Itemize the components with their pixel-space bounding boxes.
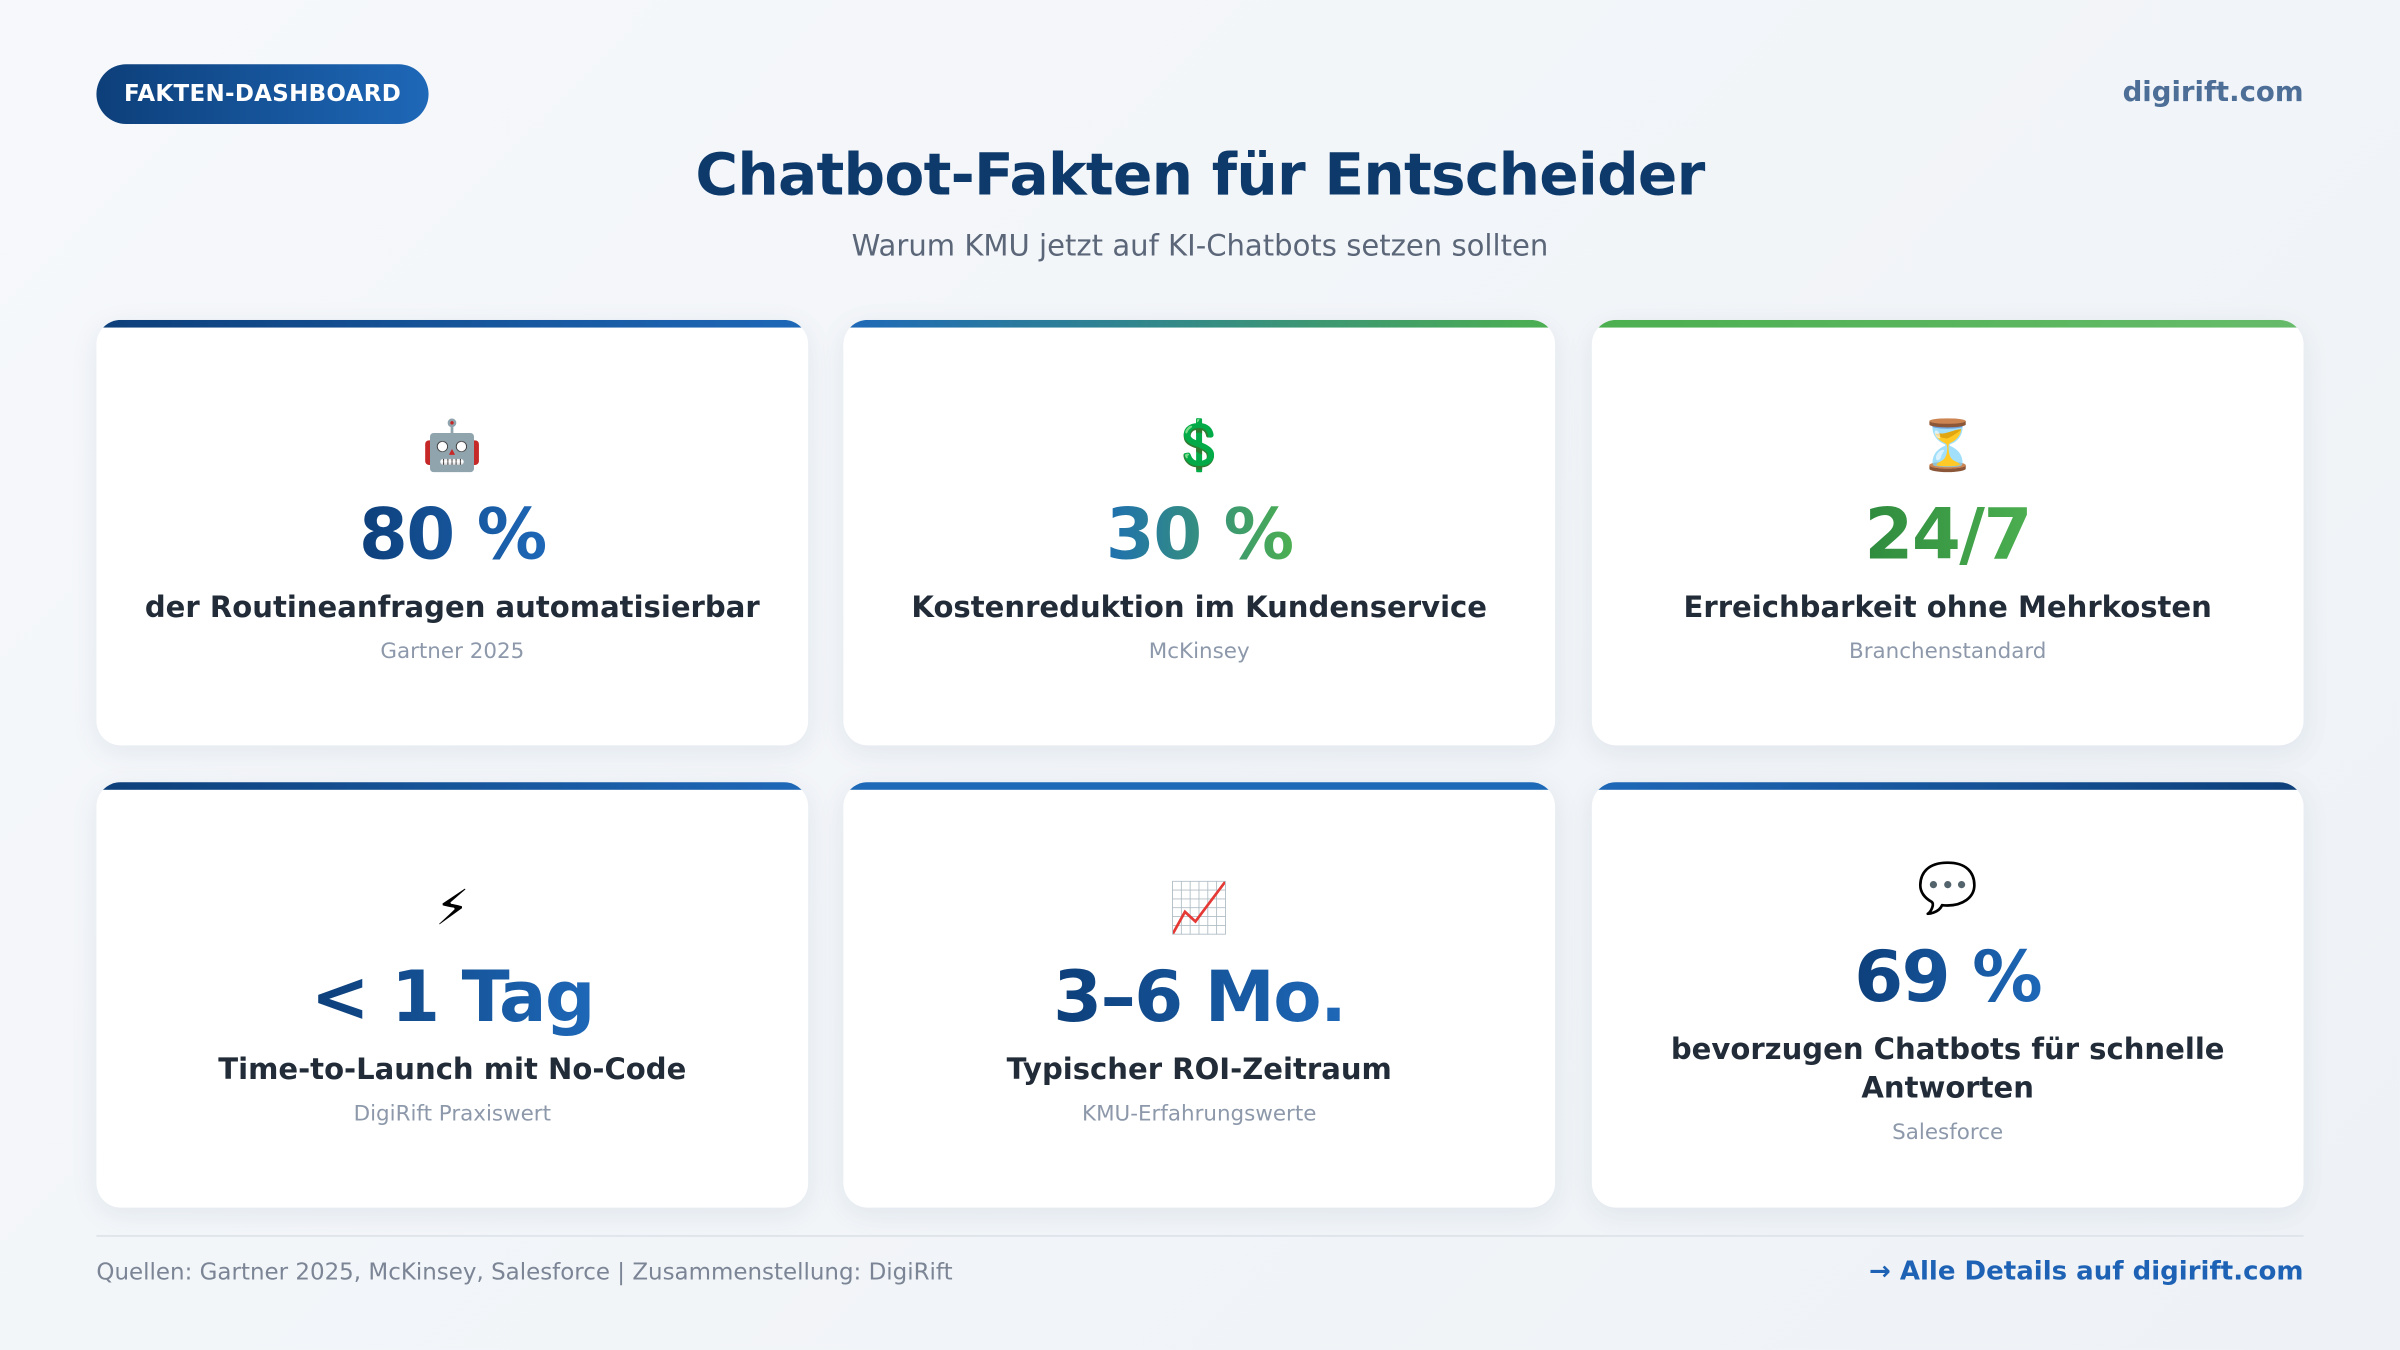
fact-source: Branchenstandard	[1848, 639, 2047, 664]
card-accent-bar	[843, 782, 1556, 790]
fact-value: 24/7	[1864, 487, 2032, 579]
details-link[interactable]: → Alle Details auf digirift.com	[1869, 1256, 2304, 1288]
fact-source: Gartner 2025	[380, 639, 525, 664]
lightning-icon: ⚡	[435, 877, 470, 936]
fact-source: McKinsey	[1148, 639, 1250, 664]
fact-source: KMU-Erfahrungswerte	[1082, 1101, 1317, 1126]
speech-bubble-icon: 💬	[1917, 858, 1979, 917]
dollar-icon: 💲	[1168, 415, 1230, 474]
fact-description: bevorzugen Chatbots für schnelle Antwort…	[1670, 1033, 2225, 1106]
fact-description: Typischer ROI-Zeitraum	[1006, 1052, 1392, 1086]
chart-increasing-icon: 📈	[1168, 877, 1230, 936]
hourglass-icon: ⏳	[1917, 415, 1979, 474]
footer-divider	[96, 1235, 2304, 1237]
fact-description: Kostenreduktion im Kundenservice	[911, 590, 1488, 624]
card-accent-bar	[96, 319, 809, 328]
dashboard-badge: FAKTEN-DASHBOARD	[96, 64, 429, 124]
card-accent-bar	[96, 782, 809, 790]
footer-sources: Quellen: Gartner 2025, McKinsey, Salesfo…	[96, 1258, 953, 1286]
fact-card: 📈 3–6 Mo. Typischer ROI-Zeitraum KMU-Erf…	[843, 782, 1556, 1208]
fact-card: ⚡ < 1 Tag Time-to-Launch mit No-Code Dig…	[96, 782, 809, 1208]
fact-description: Time-to-Launch mit No-Code	[218, 1052, 687, 1086]
fact-description: der Routineanfragen automatisierbar	[144, 590, 760, 624]
fact-card: 💬 69 % bevorzugen Chatbots für schnelle …	[1591, 782, 2304, 1208]
fact-card: ⏳ 24/7 Erreichbarkeit ohne Mehrkosten Br…	[1591, 319, 2304, 746]
card-accent-bar	[1591, 782, 2304, 790]
card-accent-bar	[1591, 319, 2304, 328]
page-title: Chatbot-Fakten für Entscheider	[695, 140, 1705, 209]
fact-description: Erreichbarkeit ohne Mehrkosten	[1683, 590, 2212, 624]
fact-value: 30 %	[1106, 487, 1294, 579]
fact-value: 80 %	[359, 487, 547, 579]
robot-icon: 🤖	[421, 415, 483, 474]
fact-source: Salesforce	[1892, 1120, 2004, 1145]
fact-card: 💲 30 % Kostenreduktion im Kundenservice …	[843, 319, 1556, 746]
fact-value: 69 %	[1854, 931, 2042, 1023]
card-accent-bar	[843, 319, 1556, 328]
fact-card: 🤖 80 % der Routineanfragen automatisierb…	[96, 319, 809, 746]
site-link[interactable]: digirift.com	[2122, 76, 2304, 109]
page-subtitle: Warum KMU jetzt auf KI-Chatbots setzen s…	[851, 229, 1549, 264]
fact-value: < 1 Tag	[311, 950, 596, 1042]
fact-value: 3–6 Mo.	[1053, 950, 1347, 1042]
fact-source: DigiRift Praxiswert	[353, 1101, 552, 1126]
